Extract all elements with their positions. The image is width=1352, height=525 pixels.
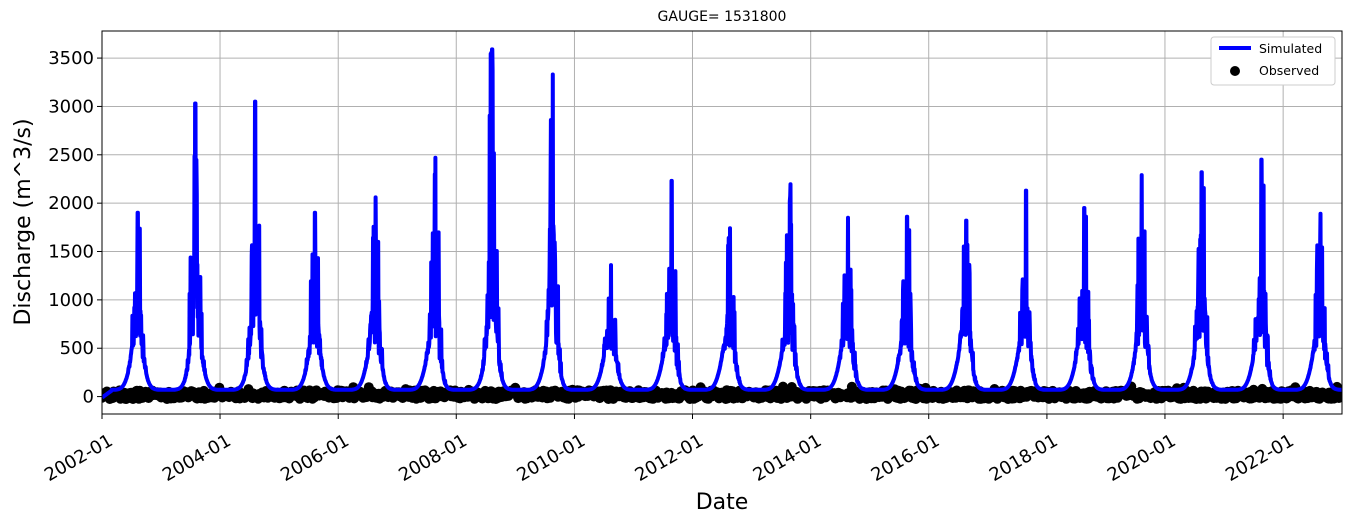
y-tick-label: 2000 (48, 193, 94, 214)
legend-observed-marker (1230, 66, 1240, 76)
x-tick-label: 2020-01 (1104, 430, 1180, 486)
y-tick-label: 0 (83, 387, 94, 408)
y-tick-label: 2500 (48, 145, 94, 166)
observed-series (102, 381, 1342, 404)
y-tick-label: 500 (60, 338, 94, 359)
y-tick-label: 3500 (48, 48, 94, 69)
y-tick-label: 1500 (48, 242, 94, 263)
x-axis-label: Date (696, 490, 749, 515)
y-axis-label: Discharge (m^3/s) (11, 118, 36, 325)
x-tick-label: 2006-01 (277, 430, 353, 486)
y-tick-label: 3000 (48, 96, 94, 117)
x-tick-label: 2002-01 (41, 430, 117, 486)
x-axis-ticks: 2002-01 2004-01 2006-01 2008-01 2010-01 2012-… (41, 414, 1298, 486)
x-tick-label: 2008-01 (395, 430, 471, 486)
x-tick-label: 2004-01 (159, 430, 235, 486)
x-tick-label: 2010-01 (513, 430, 589, 486)
simulated-line (102, 47, 1342, 400)
legend-observed-label: Observed (1259, 63, 1319, 78)
y-tick-label: 1000 (48, 290, 94, 311)
x-tick-label: 2014-01 (750, 430, 826, 486)
x-tick-label: 2016-01 (868, 430, 944, 486)
x-tick-label: 2022-01 (1222, 430, 1298, 486)
observed-point (1336, 391, 1342, 402)
simulated-series (102, 47, 1342, 400)
y-axis-ticks: 0 500 1000 1500 2000 2500 3000 3500 (48, 48, 102, 408)
chart-title: GAUGE= 1531800 (658, 9, 787, 25)
legend-simulated-label: Simulated (1259, 41, 1322, 56)
plot-frame (101, 30, 1343, 415)
legend: Simulated Observed (1210, 36, 1336, 86)
x-tick-label: 2018-01 (986, 430, 1062, 486)
x-tick-label: 2012-01 (631, 430, 707, 486)
